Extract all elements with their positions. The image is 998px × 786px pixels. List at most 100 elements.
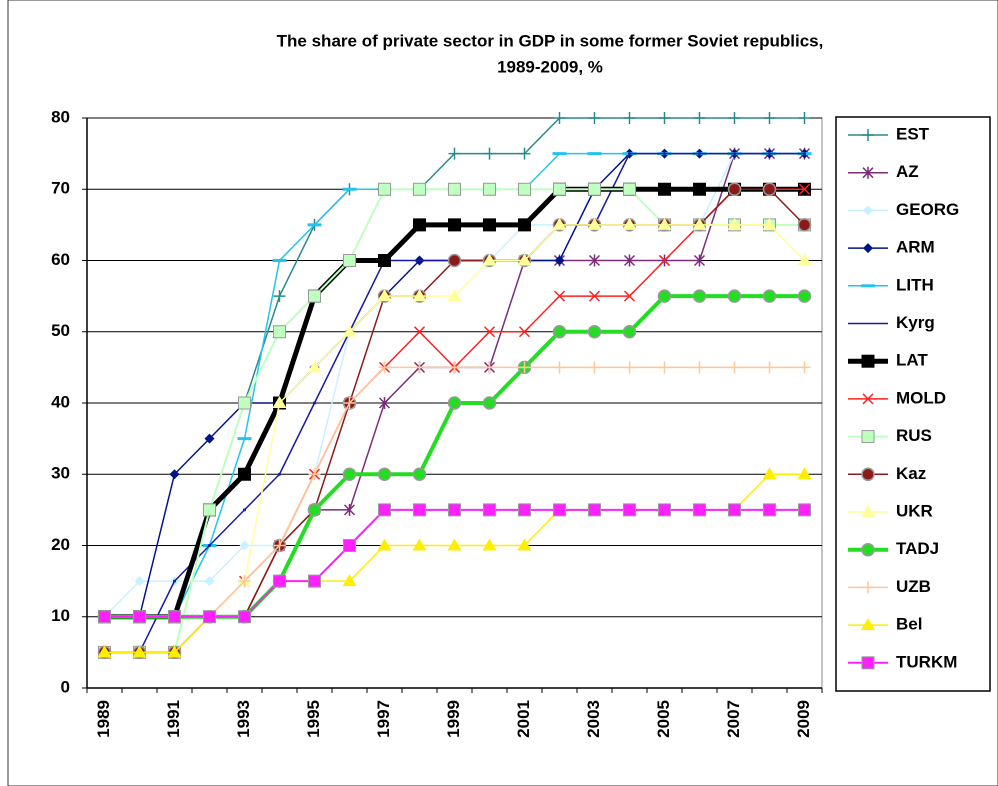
marker <box>623 503 636 517</box>
marker <box>238 575 251 588</box>
marker <box>413 218 426 232</box>
y-tick-label: 30 <box>51 464 70 483</box>
marker <box>588 290 601 302</box>
marker <box>693 182 706 196</box>
point <box>733 152 736 156</box>
marker <box>518 218 531 232</box>
marker <box>308 468 321 481</box>
chart-title: The share of private sector in GDP in so… <box>277 31 824 50</box>
point <box>313 401 316 405</box>
marker <box>861 467 875 482</box>
y-tick-label: 20 <box>51 535 70 554</box>
marker <box>553 503 566 517</box>
marker <box>342 574 357 587</box>
marker <box>413 503 426 517</box>
legend-label: MOLD <box>896 388 946 407</box>
marker <box>238 396 251 410</box>
marker <box>658 361 671 374</box>
marker <box>377 289 392 302</box>
marker <box>553 112 566 124</box>
marker <box>762 182 777 196</box>
marker <box>413 182 426 196</box>
y-tick-label: 70 <box>51 179 70 198</box>
legend-label: GEORG <box>896 200 959 219</box>
x-tick-label: 2001 <box>514 700 533 738</box>
marker <box>448 182 461 196</box>
y-tick-label: 0 <box>61 677 70 696</box>
marker <box>728 503 741 517</box>
marker <box>553 361 566 374</box>
marker <box>693 254 706 267</box>
point <box>663 152 666 156</box>
marker <box>862 129 874 141</box>
marker <box>133 610 146 624</box>
point <box>278 472 281 476</box>
marker <box>693 503 706 517</box>
point <box>698 152 701 156</box>
marker <box>727 182 742 196</box>
legend-label: LAT <box>896 351 928 370</box>
x-tick-label: 1997 <box>374 700 393 738</box>
series-line <box>104 294 805 619</box>
marker <box>204 433 215 444</box>
marker <box>483 361 496 374</box>
x-tick-label: 2005 <box>654 700 673 738</box>
marker <box>797 218 812 232</box>
legend-label: ARM <box>896 238 935 257</box>
y-tick-label: 60 <box>51 250 70 269</box>
marker <box>623 112 636 124</box>
marker <box>622 325 637 339</box>
marker <box>762 467 777 480</box>
marker <box>98 610 111 624</box>
marker <box>728 361 741 374</box>
marker <box>378 182 391 196</box>
marker <box>727 217 742 230</box>
series-line <box>104 508 805 618</box>
point <box>628 152 631 156</box>
marker <box>861 430 875 444</box>
marker <box>798 361 811 374</box>
marker <box>692 217 707 230</box>
marker <box>862 581 874 594</box>
marker <box>861 354 875 368</box>
marker <box>588 361 601 374</box>
marker <box>203 610 216 624</box>
marker <box>727 289 742 303</box>
marker <box>693 361 706 374</box>
y-tick-label: 40 <box>51 392 70 411</box>
marker <box>657 217 672 230</box>
marker <box>623 254 636 267</box>
marker <box>657 289 672 303</box>
marker <box>377 467 392 481</box>
point <box>173 579 176 583</box>
marker <box>378 254 391 267</box>
marker <box>587 325 602 339</box>
y-tick-label: 50 <box>51 321 70 340</box>
marker <box>378 361 391 374</box>
marker <box>518 182 531 196</box>
marker <box>132 645 147 658</box>
marker <box>343 254 356 267</box>
marker <box>412 289 427 302</box>
marker <box>588 254 601 267</box>
marker <box>167 645 182 658</box>
marker <box>343 503 356 516</box>
marker <box>861 542 875 557</box>
marker <box>308 289 321 303</box>
marker <box>862 393 874 405</box>
marker <box>378 397 391 409</box>
marker <box>861 618 875 631</box>
marker <box>797 253 812 266</box>
legend-label: Kyrg <box>896 313 935 332</box>
marker <box>517 253 532 266</box>
legend-label: Bel <box>896 615 922 634</box>
marker <box>448 361 461 374</box>
point <box>418 259 421 262</box>
marker <box>797 467 812 480</box>
marker <box>447 396 462 410</box>
marker <box>448 503 461 517</box>
marker <box>203 503 216 517</box>
point <box>803 152 806 156</box>
marker <box>623 361 636 374</box>
